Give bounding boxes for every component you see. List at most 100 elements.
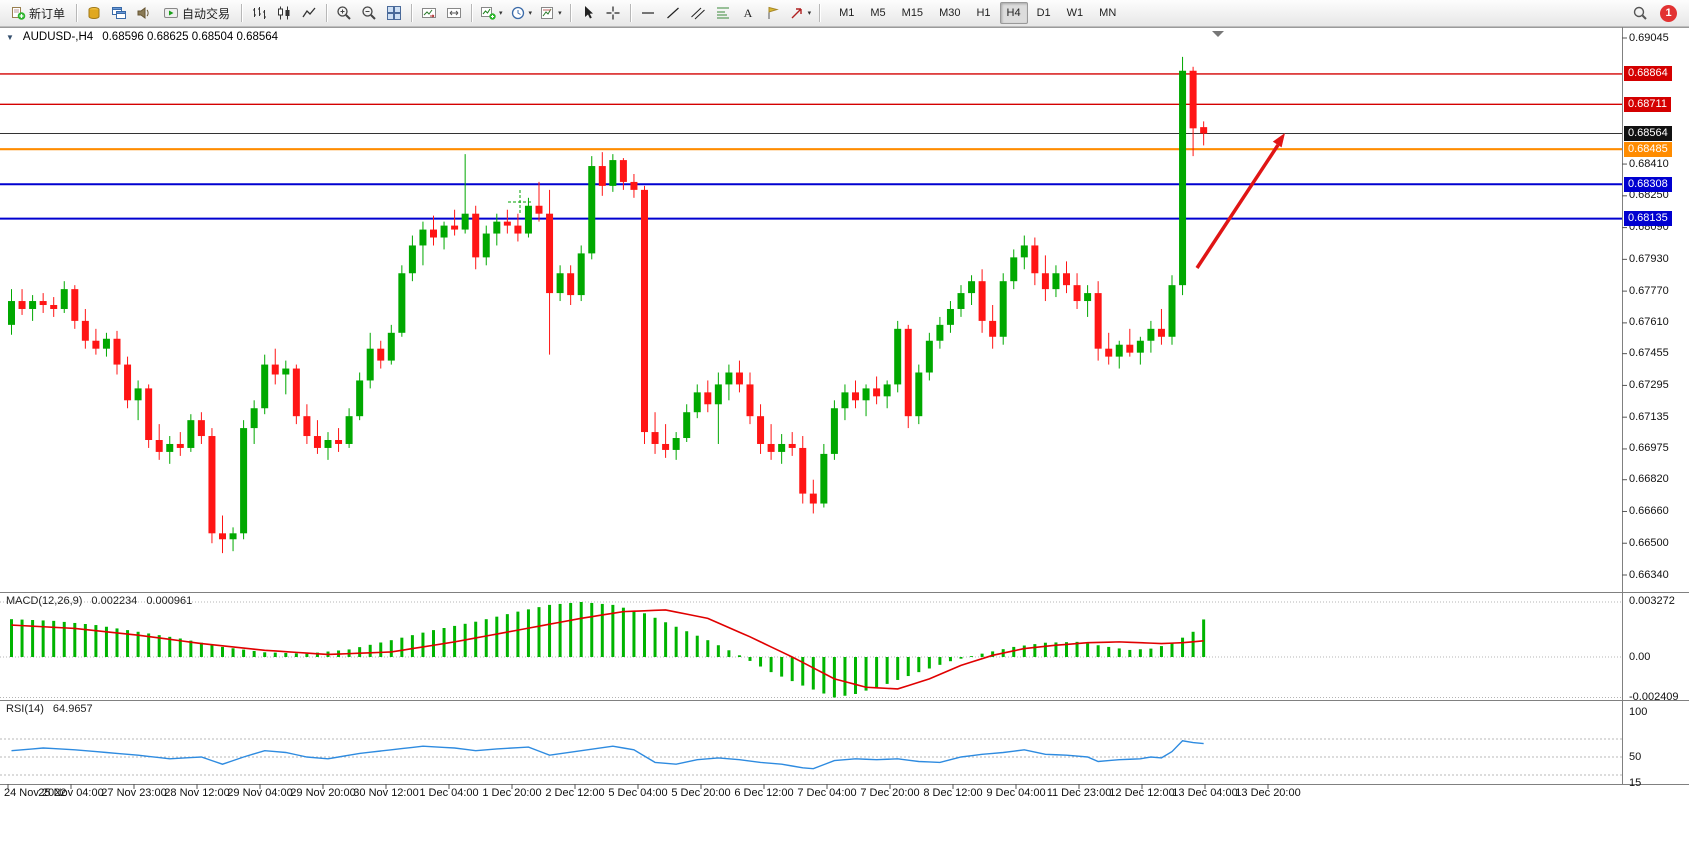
search-button[interactable] bbox=[1628, 2, 1652, 24]
candle-body bbox=[50, 305, 58, 309]
price-badge: 0.68485 bbox=[1624, 141, 1672, 157]
label-button[interactable] bbox=[761, 2, 785, 24]
price-tick-label: 0.68410 bbox=[1629, 157, 1669, 170]
bar-chart-button[interactable] bbox=[247, 2, 271, 24]
toolbar-separator bbox=[629, 4, 631, 22]
candle-body bbox=[757, 416, 765, 444]
candle-body bbox=[430, 229, 437, 238]
notification-count: 1 bbox=[1665, 7, 1672, 19]
candle-body bbox=[208, 436, 216, 534]
autotrading-button[interactable]: 自动交易 bbox=[157, 2, 236, 24]
candle-body bbox=[1073, 285, 1081, 302]
candle-body bbox=[915, 372, 923, 417]
profiles-button[interactable] bbox=[82, 2, 106, 24]
horizontal-line-button[interactable] bbox=[636, 2, 660, 24]
candle-body bbox=[271, 364, 279, 375]
toolbar-separator bbox=[819, 4, 821, 22]
arrows-button[interactable]: ▾ bbox=[786, 2, 815, 24]
timeframe-M15[interactable]: M15 bbox=[901, 7, 924, 19]
candle-body bbox=[862, 388, 870, 401]
candle-body bbox=[419, 229, 427, 246]
crosshair-button[interactable] bbox=[601, 2, 625, 24]
tile-windows-button[interactable] bbox=[382, 2, 406, 24]
auto-scroll-button[interactable] bbox=[417, 2, 441, 24]
candle-body bbox=[556, 273, 564, 294]
candle-body bbox=[1010, 257, 1018, 282]
cursor-button[interactable] bbox=[576, 2, 600, 24]
zoom-out-button[interactable] bbox=[357, 2, 381, 24]
candle-body bbox=[1094, 293, 1102, 349]
candle-body bbox=[345, 416, 353, 444]
candle-body bbox=[102, 338, 110, 349]
channel-button[interactable] bbox=[686, 2, 710, 24]
trend-arrow-head[interactable] bbox=[1272, 133, 1285, 148]
candle-body bbox=[641, 189, 648, 433]
timeframe-M30[interactable]: M30 bbox=[939, 7, 961, 19]
fibonacci-button[interactable] bbox=[711, 2, 735, 24]
sound-button[interactable] bbox=[132, 2, 156, 24]
new-order-button[interactable]: 新订单 bbox=[4, 2, 71, 24]
label-icon bbox=[768, 6, 779, 19]
candle-body bbox=[978, 281, 986, 321]
candle-body bbox=[746, 384, 754, 417]
auto-scroll-icon bbox=[422, 8, 437, 18]
candle-body bbox=[714, 384, 722, 405]
candle-body bbox=[29, 301, 37, 309]
timeframe-H4[interactable]: H4 bbox=[999, 2, 1028, 24]
macd-signal-line bbox=[11, 609, 1204, 690]
price-tick-label: 0.67930 bbox=[1629, 252, 1669, 265]
time-axis-label: 13 Dec 04:00 bbox=[1172, 787, 1238, 799]
trend-arrow[interactable] bbox=[1195, 144, 1280, 269]
chart-canvas bbox=[0, 27, 1689, 789]
chevron-down-icon: ▾ bbox=[807, 10, 812, 17]
line-chart-button[interactable] bbox=[297, 2, 321, 24]
candlestick-chart-button[interactable] bbox=[272, 2, 296, 24]
chart-shift-marker[interactable] bbox=[1212, 31, 1224, 37]
macd-value-signal: 0.000961 bbox=[146, 595, 193, 607]
candle-body bbox=[767, 443, 775, 452]
candle-body bbox=[145, 388, 153, 441]
trendline-button[interactable] bbox=[661, 2, 685, 24]
periods-button[interactable]: ▾ bbox=[507, 2, 536, 24]
timeframe-H1[interactable]: H1 bbox=[976, 7, 991, 19]
time-axis-label: 8 Dec 12:00 bbox=[923, 787, 983, 799]
chart-shift-button[interactable] bbox=[442, 2, 466, 24]
candle-body bbox=[1126, 344, 1134, 353]
window-menu-icon[interactable]: ▼ bbox=[6, 32, 14, 42]
chart-window[interactable] bbox=[0, 27, 1689, 864]
timeframe-MN[interactable]: MN bbox=[1099, 7, 1117, 19]
timeframe-M5[interactable]: M5 bbox=[870, 7, 886, 19]
candle-body bbox=[240, 428, 248, 534]
timeframe-D1[interactable]: D1 bbox=[1036, 7, 1051, 19]
text-button[interactable]: A bbox=[736, 2, 760, 24]
chart-windows-button[interactable] bbox=[107, 2, 131, 24]
notification-badge[interactable]: 1 bbox=[1660, 4, 1677, 22]
candle-body bbox=[567, 273, 575, 296]
price-tick-label: 0.67610 bbox=[1629, 316, 1669, 329]
zoom-in-button[interactable] bbox=[332, 2, 356, 24]
time-axis-label: 5 Dec 20:00 bbox=[671, 787, 731, 799]
price-tick-label: 0.67135 bbox=[1629, 410, 1669, 423]
timeframe-M1[interactable]: M1 bbox=[839, 7, 855, 19]
arrows-icon bbox=[791, 8, 802, 19]
tile-windows-icon bbox=[387, 6, 402, 20]
candle-body bbox=[1052, 273, 1060, 290]
timeframe-W1[interactable]: W1 bbox=[1066, 7, 1084, 19]
fibonacci-icon bbox=[716, 7, 729, 19]
time-axis-label: 29 Nov 04:00 bbox=[227, 787, 293, 799]
price-tick-label: 0.67455 bbox=[1629, 347, 1669, 360]
candle-body bbox=[1157, 328, 1165, 337]
new-order-label: 新订单 bbox=[29, 6, 66, 21]
bar-chart-icon bbox=[253, 7, 267, 19]
sound-icon bbox=[137, 7, 149, 19]
price-badge: 0.68711 bbox=[1624, 96, 1671, 112]
search-icon bbox=[1633, 6, 1647, 20]
candle-body bbox=[1020, 245, 1028, 258]
candle-body bbox=[219, 533, 226, 540]
macd-scale-label: -0.002409 bbox=[1629, 690, 1679, 703]
indicators-button[interactable]: ▾ bbox=[477, 2, 506, 24]
time-axis-label: 28 Nov 12:00 bbox=[164, 787, 230, 799]
templates-button[interactable]: ▾ bbox=[536, 2, 565, 24]
price-tick-label: 0.69045 bbox=[1629, 31, 1669, 44]
candle-body bbox=[735, 372, 743, 385]
